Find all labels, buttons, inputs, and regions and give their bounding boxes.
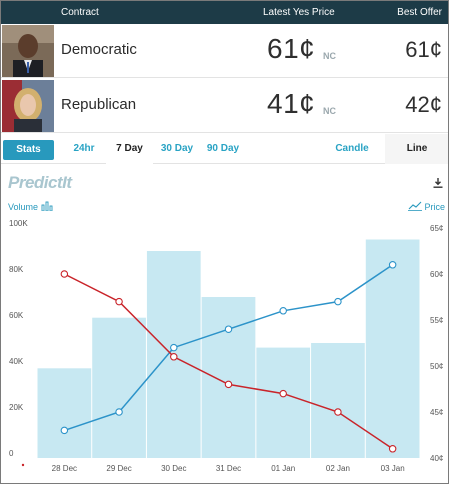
chart-tabs: Stats 24hr 7 Day 30 Day 90 Day Candle Li… [1,134,448,164]
volume-bar [201,297,256,458]
contract-name: Democratic [61,41,137,58]
price-point [334,408,342,416]
volume-legend: Volume [8,201,53,212]
price-point [224,380,233,389]
volume-bar [37,368,92,458]
price-point [170,343,178,352]
price-point [60,426,69,435]
predictit-logo: PredictIt [8,173,72,192]
volume-legend-label: Volume [8,202,39,212]
tab-24hr[interactable]: 24hr [73,143,95,154]
axis-origin-marker [21,463,25,467]
contract-column-header: Contract [61,7,99,18]
price-change: NC [323,106,336,116]
tab-stats[interactable]: Stats [3,140,54,160]
price-point [388,445,397,453]
left-axis-tick: 40K [9,357,24,366]
price-point [224,325,233,333]
download-icon[interactable] [432,177,444,189]
volume-bar [311,343,365,458]
left-axis-tick: 100K [9,219,28,228]
price-point [388,261,397,269]
left-axis-tick: 80K [9,265,24,274]
price-legend: Price [407,201,445,212]
line-chart-icon [407,201,422,211]
right-axis-tick: 55¢ [430,316,443,325]
best-offer-column-header: Best Offer [397,7,442,18]
tab-30day[interactable]: 30 Day [160,143,194,154]
price-chart-area: PredictIt Volume Price 0 20K 40K 60K 80K 100K… [1,165,448,483]
price-volume-chart: 0 20K 40K 60K 80K 100K 40¢ 45¢ 50¢ 55¢ 60¢ 65¢ 28 De… [9,219,443,473]
right-axis-tick: 65¢ [430,224,443,233]
left-axis-tick: 60K [9,311,24,320]
price-legend-label: Price [424,202,445,212]
best-offer[interactable]: 42¢ [405,92,442,117]
right-axis-tick: 40¢ [430,454,443,463]
latest-yes-price: 61¢ [267,33,316,64]
best-offer[interactable]: 61¢ [405,37,442,62]
x-axis-tick: 02 Jan [326,464,350,473]
price-point [334,297,342,306]
x-axis-tick: 01 Jan [271,464,295,473]
avatar-republican [2,80,54,132]
right-axis-tick: 50¢ [430,362,443,371]
price-point [279,389,287,398]
price-point [279,307,287,315]
left-axis-tick: 0 [9,449,14,458]
x-axis-tick: 03 Jan [381,464,405,473]
contract-row-republican[interactable]: Republican 41¢ NC 42¢ [1,79,448,133]
tab-90day[interactable]: 90 Day [206,143,240,154]
tab-line[interactable]: Line [385,134,448,164]
x-axis-tick: 29 Dec [106,464,131,473]
tab-7day[interactable]: 7 Day [106,134,153,164]
right-axis-tick: 45¢ [430,408,443,417]
price-point [115,408,123,416]
volume-bar [256,347,311,458]
price-point [170,353,178,361]
contracts-header: Contract Latest Yes Price Best Offer [1,1,448,24]
latest-yes-price: 41¢ [267,88,316,119]
contract-row-democratic[interactable]: Democratic 61¢ NC 61¢ [1,24,448,78]
x-axis-tick: 28 Dec [52,464,77,473]
volume-bar [365,239,420,458]
tab-candle[interactable]: Candle [335,143,369,154]
volume-bar [92,317,146,458]
left-axis-tick: 20K [9,403,24,412]
right-axis-tick: 60¢ [430,270,443,279]
x-axis-tick: 31 Dec [216,464,241,473]
price-change: NC [323,51,336,61]
price-point [115,297,123,306]
contract-name: Republican [61,96,137,113]
avatar-democratic [2,25,54,77]
latest-price-column-header: Latest Yes Price [263,7,335,18]
x-axis-tick: 30 Dec [161,464,186,473]
price-point [60,270,69,278]
